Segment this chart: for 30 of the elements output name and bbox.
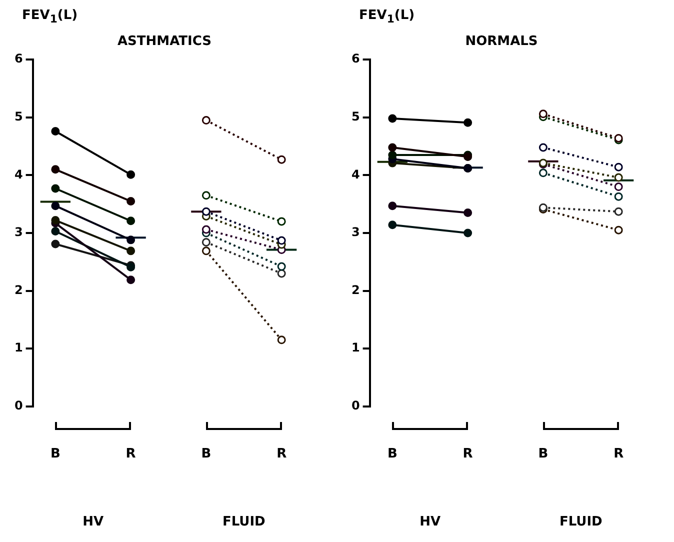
x-tick-label: B bbox=[538, 446, 548, 462]
text: HV bbox=[82, 514, 104, 530]
y-tick-label: 1 bbox=[14, 340, 23, 355]
x-tick-label: R bbox=[462, 446, 473, 462]
y-tick-label: 6 bbox=[14, 52, 23, 66]
y-tick-label: 6 bbox=[351, 52, 360, 66]
x-tick-label: B bbox=[201, 446, 212, 462]
x-tick-label: B bbox=[387, 446, 398, 462]
text: FLUID bbox=[222, 514, 266, 530]
y-tick-label: 0 bbox=[351, 398, 360, 413]
x-tick-label: B bbox=[50, 446, 60, 462]
y-tick-label: 1 bbox=[351, 340, 360, 355]
y-tick-label: 5 bbox=[14, 110, 23, 124]
y-tick-label: 4 bbox=[14, 167, 23, 182]
y-tick-label: 0 bbox=[14, 398, 23, 413]
chart-title: NORMALS bbox=[465, 34, 538, 50]
x-tick-label: R bbox=[276, 446, 287, 462]
y-axis-title: FEV$_{1}$(L) bbox=[22, 8, 78, 26]
y-axis-title: FEV$_{1}$(L) bbox=[359, 8, 415, 26]
chart-title: ASTHMATICS bbox=[117, 34, 212, 50]
y-tick-label: 3 bbox=[14, 225, 23, 240]
text: FLUID bbox=[559, 514, 603, 530]
text: HV bbox=[420, 514, 441, 530]
y-tick-label: 2 bbox=[351, 282, 360, 297]
x-tick-label: R bbox=[614, 446, 624, 462]
y-tick-label: 5 bbox=[351, 110, 360, 124]
y-tick-label: 2 bbox=[14, 282, 23, 297]
y-tick-label: 4 bbox=[351, 167, 360, 182]
x-tick-label: R bbox=[126, 446, 136, 462]
y-tick-label: 3 bbox=[351, 225, 360, 240]
